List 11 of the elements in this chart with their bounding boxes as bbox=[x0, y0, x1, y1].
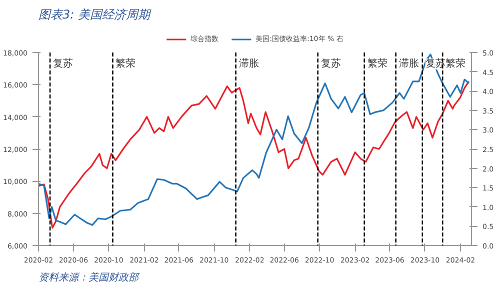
ref-line-label: 滞胀 bbox=[398, 58, 419, 70]
chart-title: 图表3: 美国经济周期 bbox=[38, 8, 152, 22]
ref-line-label: 繁荣 bbox=[367, 58, 388, 70]
ref-line-label: 复苏 bbox=[320, 58, 341, 70]
ref-line-label: 繁荣 bbox=[446, 58, 466, 70]
ref-line-label: 复苏 bbox=[53, 58, 74, 70]
line-series bbox=[38, 80, 470, 229]
line-series bbox=[38, 54, 470, 226]
ref-line-label: 滞胀 bbox=[238, 58, 259, 70]
ref-line-label: 繁荣 bbox=[116, 58, 136, 70]
text: 资料来源：美国财政部 bbox=[38, 272, 140, 284]
